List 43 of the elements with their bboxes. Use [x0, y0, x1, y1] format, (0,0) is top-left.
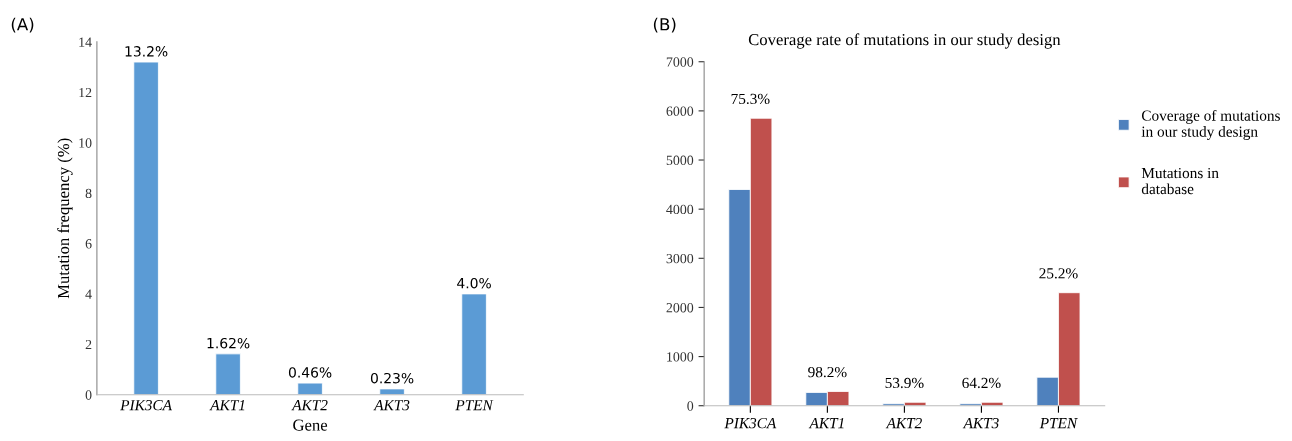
y-tick-label: 14	[79, 37, 92, 47]
y-tick-label: 6	[85, 239, 92, 249]
x-tick-label: AKT1	[209, 400, 245, 411]
y-tick-label: 2	[85, 339, 92, 350]
y-tick-label: 10	[79, 138, 92, 148]
y-tick-label: 5000	[666, 155, 694, 165]
chart-title: Coverage rate of mutations in our study design	[748, 33, 1061, 49]
y-tick-label: 4	[85, 289, 92, 299]
annotation: 64.2%	[962, 377, 1001, 389]
y-tick-label: 7000	[666, 57, 694, 67]
text: (B)	[653, 17, 676, 33]
annotation: 25.2%	[1039, 268, 1078, 279]
x-axis-title: Gene	[293, 419, 328, 431]
x-tick-label: AKT1	[808, 418, 844, 429]
legend-label: Mutations in database	[1141, 167, 1219, 195]
y-tick-label: 1000	[667, 352, 694, 362]
text: (A)	[11, 17, 34, 33]
y-tick-label: 6000	[666, 106, 694, 116]
y-tick-label: 2000	[666, 303, 694, 313]
y-tick-label: 0	[85, 390, 92, 400]
data-label: 4.0%	[457, 277, 491, 289]
y-tick-label: 3000	[666, 253, 694, 264]
data-label: 13.2%	[125, 46, 168, 57]
y-tick-label: 0	[687, 401, 694, 411]
data-label: 1.62%	[207, 337, 250, 349]
data-label: 0.46%	[288, 367, 332, 378]
annotation: 98.2%	[808, 366, 847, 378]
x-tick-label: PTEN	[455, 400, 494, 411]
x-tick-label: PIK3CA	[120, 400, 173, 411]
y-axis-title: Mutation frequency (%)	[57, 138, 73, 299]
x-tick-label: AKT2	[885, 418, 922, 429]
annotation: 53.9%	[885, 377, 924, 389]
legend-label: Coverage of mutations in our study design	[1141, 109, 1280, 140]
annotation: 75.3%	[731, 93, 770, 105]
x-tick-label: AKT3	[373, 400, 410, 411]
x-tick-label: PIK3CA	[724, 418, 777, 429]
data-label: 0.23%	[370, 372, 414, 384]
y-tick-label: 4000	[666, 204, 694, 215]
x-tick-label: AKT3	[962, 418, 999, 429]
x-tick-label: PTEN	[1039, 418, 1078, 429]
x-tick-label: AKT2	[291, 400, 328, 411]
y-tick-label: 8	[85, 188, 92, 199]
y-tick-label: 12	[79, 87, 92, 98]
